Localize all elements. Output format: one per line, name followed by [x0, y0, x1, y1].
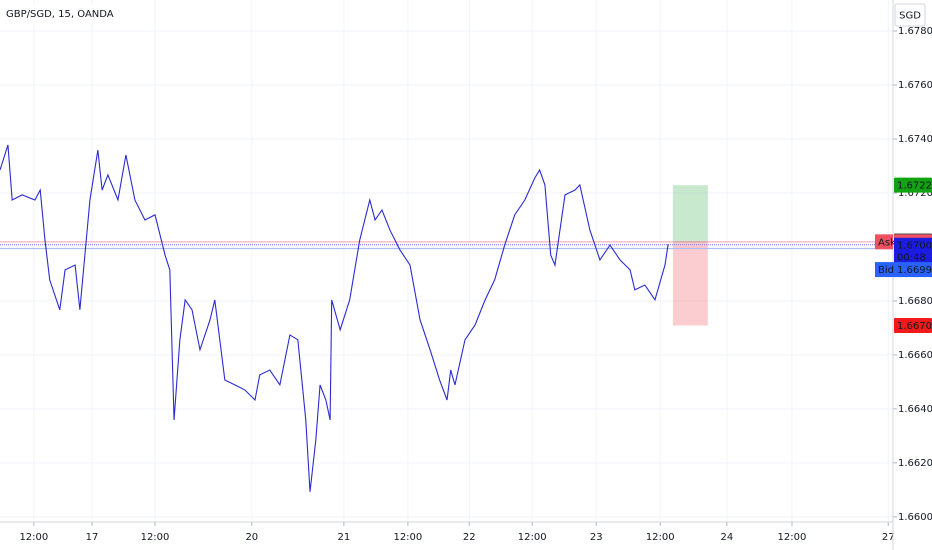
currency-label: SGD	[899, 11, 921, 22]
x-tick-label: 12:00	[778, 532, 807, 543]
target-label: 1.67229	[897, 181, 932, 192]
stop-label-box	[894, 318, 932, 334]
y-tick-label: 1.66600	[898, 350, 932, 361]
last-box	[894, 237, 932, 264]
x-tick-label: 23	[590, 532, 603, 543]
x-tick-label: 24	[721, 532, 734, 543]
bid-tag-label: Bid	[878, 265, 894, 276]
header-bg	[0, 3, 95, 23]
x-tick-label: 21	[338, 532, 351, 543]
currency-button[interactable]	[894, 3, 926, 27]
x-tick-label: 12:00	[646, 532, 675, 543]
last-price: 1.67008	[897, 240, 932, 251]
profit-zone	[672, 185, 708, 242]
loss-zone	[672, 241, 708, 326]
chart-title: GBP/SGD, 15, OANDA	[6, 9, 114, 20]
x-tick-label: 12:00	[19, 532, 48, 543]
x-tick-label: 12:00	[141, 532, 170, 543]
y-tick-label: 1.66000	[898, 512, 932, 523]
x-tick-label: 12:00	[518, 532, 547, 543]
stop-label: 1.66709	[897, 321, 932, 332]
target-label-box	[894, 177, 932, 193]
y-tick-label: 1.67600	[898, 80, 932, 91]
x-tick-label: 22	[463, 532, 476, 543]
x-tick-label: 27	[882, 532, 895, 543]
y-tick-label: 1.66200	[898, 458, 932, 469]
y-tick-label: 1.66800	[898, 296, 932, 307]
x-tick-label: 20	[245, 532, 258, 543]
plot-area	[0, 0, 893, 522]
y-tick-label: 1.67200	[898, 188, 932, 199]
x-tick-label: 12:00	[393, 532, 422, 543]
bid-box	[875, 262, 932, 278]
countdown: 00:48	[897, 252, 926, 263]
ask-tag-label: Ask	[878, 237, 896, 248]
bid-price: 1.66994	[897, 265, 932, 276]
price-line	[0, 144, 669, 492]
y-tick-label: 1.66400	[898, 404, 932, 415]
x-tick-label: 17	[86, 532, 99, 543]
ask-tag	[875, 234, 893, 250]
y-tick-label: 1.67800	[898, 26, 932, 37]
y-tick-label: 1.67400	[898, 134, 932, 145]
